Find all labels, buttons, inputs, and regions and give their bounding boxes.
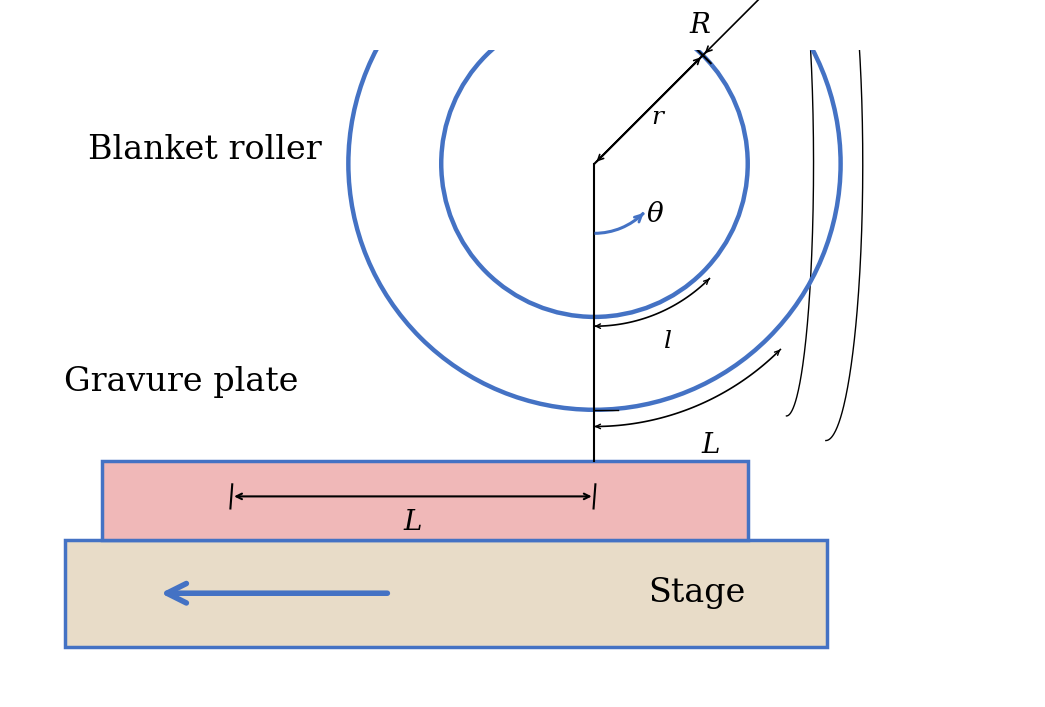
Bar	[65, 540, 827, 647]
Text: l: l	[664, 329, 672, 353]
Text: L: L	[403, 509, 422, 536]
Bar	[102, 461, 748, 540]
Text: Blanket roller: Blanket roller	[88, 134, 321, 165]
Text: θ: θ	[647, 201, 664, 228]
Text: Stage: Stage	[648, 577, 745, 609]
Text: L: L	[702, 431, 720, 459]
Text: R: R	[690, 12, 711, 39]
Text: Gravure plate: Gravure plate	[64, 366, 299, 398]
Text: r: r	[651, 106, 663, 129]
